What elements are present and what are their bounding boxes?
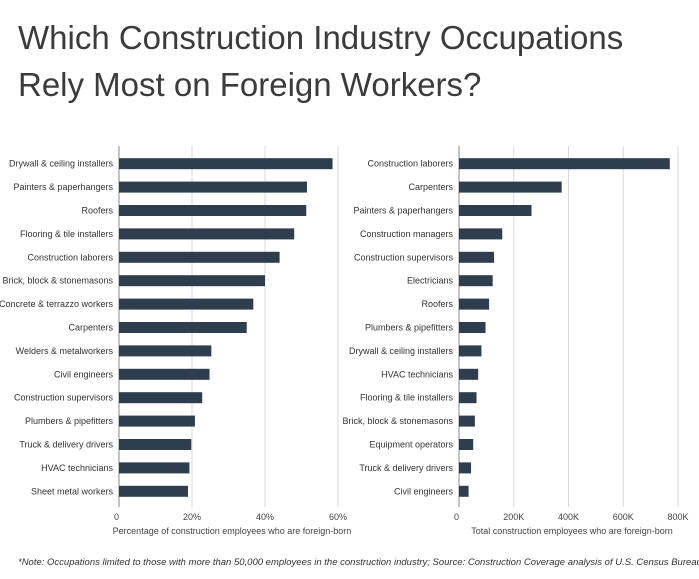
bar — [459, 415, 475, 427]
category-label: Drywall & ceiling installers — [349, 346, 454, 356]
category-label: Plumbers & pipefitters — [365, 323, 454, 333]
category-label: Welders & metalworkers — [16, 346, 114, 356]
category-label: Painters & paperhangers — [353, 206, 453, 216]
category-label: Construction laborers — [367, 159, 453, 169]
bar — [119, 298, 254, 310]
bar — [459, 298, 490, 310]
tick-label: 0 — [454, 512, 459, 522]
category-label: Brick, block & stonemasons — [2, 276, 113, 286]
category-label: Construction managers — [360, 229, 454, 239]
bar — [459, 275, 493, 287]
bar — [119, 345, 212, 357]
category-label: Concrete & terrazzo workers — [0, 299, 113, 309]
category-label: Construction supervisors — [14, 393, 114, 403]
bar — [459, 345, 482, 357]
x-axis-title: Percentage of construction employees who… — [113, 526, 352, 536]
bar — [459, 181, 562, 193]
bar — [119, 275, 265, 287]
bar — [459, 251, 495, 263]
category-label: Brick, block & stonemasons — [342, 416, 453, 426]
bar — [119, 439, 192, 450]
bar — [119, 205, 307, 216]
category-label: Electricians — [407, 276, 454, 286]
bar — [119, 368, 210, 380]
bar — [459, 485, 469, 497]
bar — [119, 228, 295, 240]
category-label: Flooring & tile installers — [20, 229, 114, 239]
category-label: Drywall & ceiling installers — [9, 159, 114, 169]
category-label: Roofers — [421, 299, 453, 309]
bar — [119, 158, 333, 170]
category-label: Roofers — [81, 206, 113, 216]
tick-label: 800K — [667, 512, 688, 522]
category-label: Civil engineers — [394, 486, 454, 496]
bar — [119, 181, 307, 193]
bar — [119, 392, 203, 404]
category-label: Carpenters — [68, 323, 113, 333]
bar — [459, 439, 474, 450]
tick-label: 200K — [503, 512, 524, 522]
category-label: Sheet metal workers — [31, 486, 114, 496]
category-label: Construction supervisors — [354, 252, 454, 262]
bar — [119, 485, 188, 497]
category-label: HVAC technicians — [381, 369, 453, 379]
bar — [459, 392, 477, 404]
bar — [459, 462, 472, 474]
category-label: Equipment operators — [369, 440, 453, 450]
tick-label: 400K — [558, 512, 579, 522]
x-axis-title: Total construction employees who are for… — [471, 526, 673, 536]
bar — [459, 228, 503, 240]
chart-title: Which Construction Industry Occupations … — [18, 19, 624, 103]
tick-label: 40% — [256, 512, 274, 522]
bar — [459, 322, 486, 333]
bar — [459, 158, 670, 170]
tick-label: 20% — [183, 512, 201, 522]
bar — [459, 368, 479, 380]
tick-label: 60% — [329, 512, 347, 522]
bar — [119, 322, 247, 333]
category-label: Carpenters — [408, 182, 453, 192]
category-label: Truck & delivery drivers — [19, 440, 113, 450]
category-label: HVAC technicians — [41, 463, 113, 473]
category-label: Construction laborers — [27, 252, 113, 262]
category-label: Civil engineers — [54, 369, 114, 379]
category-label: Flooring & tile installers — [360, 393, 454, 403]
bar — [459, 205, 532, 216]
category-label: Truck & delivery drivers — [359, 463, 453, 473]
category-label: Painters & paperhangers — [13, 182, 113, 192]
tick-label: 600K — [613, 512, 634, 522]
footnote: *Note: Occupations limited to those with… — [18, 557, 699, 568]
bar — [119, 462, 190, 474]
tick-label: 0 — [114, 512, 119, 522]
category-label: Plumbers & pipefitters — [25, 416, 114, 426]
bar — [119, 251, 280, 263]
bar — [119, 415, 195, 427]
